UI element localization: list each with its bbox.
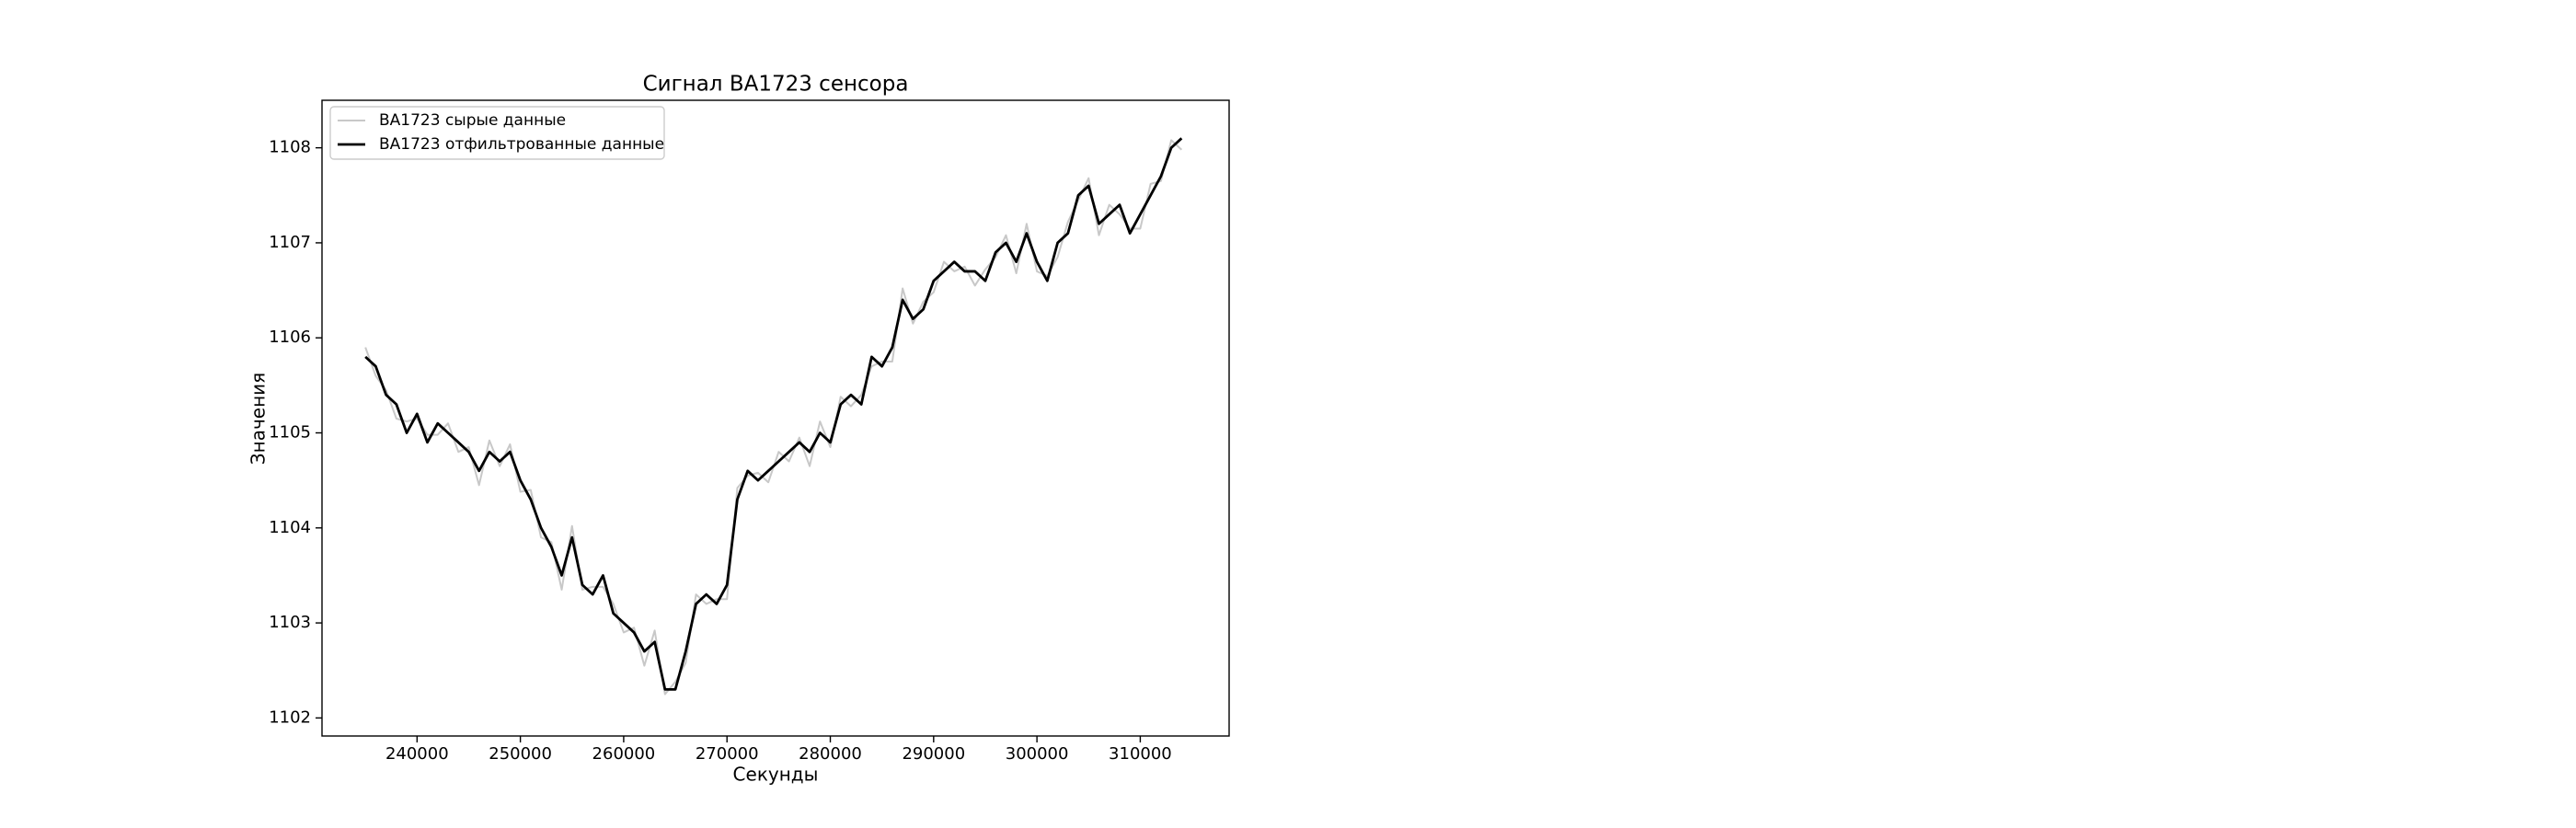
x-tick-label: 310000 <box>1109 744 1172 764</box>
x-axis-label: Секунды <box>733 764 819 786</box>
x-tick-label: 250000 <box>489 744 552 764</box>
x-tick-label: 300000 <box>1006 744 1069 764</box>
chart-title: Сигнал BA1723 сенсора <box>643 73 909 97</box>
plot-frame <box>321 99 1230 737</box>
series-line <box>364 137 1183 691</box>
y-tick-label: 1102 <box>269 707 311 727</box>
x-tick-label: 270000 <box>696 744 759 764</box>
series-line <box>364 139 1183 696</box>
y-tick-label: 1106 <box>269 328 311 347</box>
y-tick-label: 1105 <box>269 423 311 443</box>
x-tick-label: 290000 <box>902 744 965 764</box>
legend-box <box>329 106 665 160</box>
x-tick-label: 240000 <box>385 744 449 764</box>
y-tick-label: 1107 <box>269 233 311 252</box>
legend-label: BA1723 сырые данные <box>379 111 566 130</box>
x-tick-label: 280000 <box>799 744 862 764</box>
y-tick-label: 1103 <box>269 613 311 632</box>
y-axis-label: Значения <box>247 373 270 465</box>
y-tick-label: 1108 <box>269 138 311 157</box>
y-tick-label: 1104 <box>269 518 311 537</box>
legend-label: BA1723 отфильтрованные данные <box>379 135 664 154</box>
x-tick-label: 260000 <box>592 744 656 764</box>
